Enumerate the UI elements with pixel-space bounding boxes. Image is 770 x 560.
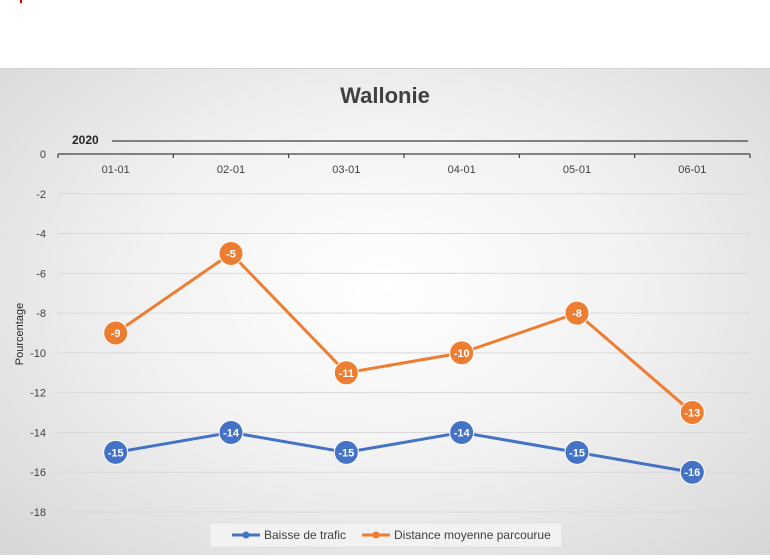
y-tick-label-1: -2: [36, 189, 46, 201]
y-tick-labels: 0 -2 -4 -6 -8 -10 -12 -14 -16 -18: [30, 149, 46, 519]
y-axis-label: Pourcentage: [14, 303, 26, 365]
legend: Baisse de trafic Distance moyenne parcou…: [209, 522, 563, 548]
data-point-1-5: [679, 400, 705, 426]
series-line-0: [115, 430, 693, 474]
data-label-1-2: -11: [339, 368, 354, 380]
line-chart: Wallonie 2020 Pourcentage 0-2-4-6-8-10-1…: [14, 83, 751, 548]
data-point-1-2: [333, 360, 359, 386]
legend-marker-distance: [372, 531, 380, 539]
x-tick-label-4: 05-01: [563, 164, 591, 176]
legend-marker-baisse: [242, 531, 250, 539]
x-tick-label-0: 01-01: [102, 164, 130, 176]
data-point-0-5: [679, 459, 705, 485]
series-line-1: [114, 251, 694, 414]
data-point-0-3: [449, 419, 475, 445]
legend-label-baisse: Baisse de trafic: [264, 528, 346, 542]
y-tick-label-7: -14: [30, 427, 46, 439]
chart-title: Wallonie: [340, 83, 430, 108]
data-label-1-4: -8: [572, 308, 582, 320]
data-label-0-2: -15: [338, 447, 354, 459]
group-label: 2020: [72, 133, 99, 147]
grid-layer: [58, 193, 750, 513]
y-tick-label-6: -12: [30, 388, 46, 400]
data-label-1-1: -5: [226, 248, 236, 260]
y-tick-label-9: -18: [30, 507, 46, 519]
data-label-1-5: -13: [684, 408, 700, 420]
x-tick-label-5: 06-01: [678, 164, 706, 176]
data-point-0-4: [564, 439, 590, 465]
data-point-1-4: [564, 300, 590, 326]
data-point-1-3: [449, 340, 475, 366]
legend-label-distance: Distance moyenne parcourue: [394, 528, 551, 542]
data-point-0-1: [218, 419, 244, 445]
data-label-1-3: -10: [454, 348, 470, 360]
y-tick-label-0: 0: [40, 149, 46, 161]
y-tick-label-4: -8: [36, 308, 46, 320]
data-label-0-5: -16: [684, 467, 700, 479]
red-mark: [20, 0, 22, 3]
data-label-0-4: -15: [569, 447, 585, 459]
chart-panel: Wallonie 2020 Pourcentage 0 -2 -4 -6 -8 -10 -1…: [0, 68, 770, 555]
data-point-1-0: [103, 320, 129, 346]
x-tick-label-1: 02-01: [217, 164, 245, 176]
y-tick-label-3: -6: [36, 268, 46, 280]
data-point-1-1: [218, 240, 244, 266]
series-layer: -15 -14 -15 -14 -15 -16 -9 -5 -11 -10 -8 -13: [103, 240, 705, 485]
y-tick-label-2: -4: [36, 229, 46, 241]
x-tick-label-2: 03-01: [332, 164, 360, 176]
x-axis: 01-01 02-01 03-01 04-01 05-01 06-01: [57, 153, 751, 176]
y-tick-label-5: -10: [30, 348, 46, 360]
data-point-0-2: [333, 439, 359, 465]
data-label-0-0: -15: [108, 447, 124, 459]
x-tick-label-3: 04-01: [448, 164, 476, 176]
data-label-0-1: -14: [223, 427, 240, 439]
data-point-0-0: [103, 439, 129, 465]
y-tick-label-8: -16: [30, 467, 46, 479]
data-label-1-0: -9: [111, 328, 121, 340]
data-label-0-3: -14: [454, 427, 471, 439]
